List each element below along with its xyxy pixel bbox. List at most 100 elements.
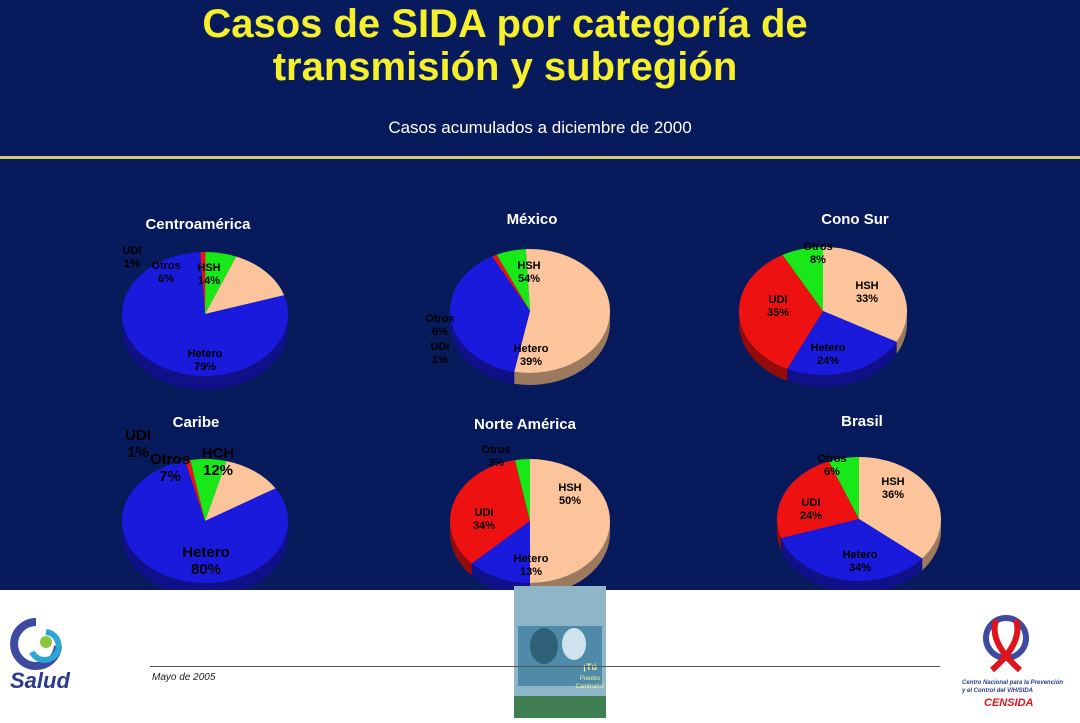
slice-value-otros: 3% bbox=[488, 457, 504, 469]
censida-name: CENSIDA bbox=[984, 697, 1034, 709]
pie-slice-udi bbox=[450, 460, 530, 564]
slice-value-hsh: 50% bbox=[559, 495, 581, 507]
slice-label-hetero: Hetero bbox=[843, 549, 878, 561]
pie-slice-otros bbox=[782, 247, 823, 311]
pie-chart-title: Brasil bbox=[841, 413, 883, 430]
pie-slice-hetero bbox=[781, 519, 923, 581]
pie-side-udi bbox=[450, 521, 472, 576]
slice-value-otros: 7% bbox=[159, 468, 181, 485]
pie-slice-otros bbox=[496, 249, 530, 311]
slice-value-otros: 6% bbox=[158, 273, 174, 285]
slice-value-hsh: 14% bbox=[198, 275, 220, 287]
slice-label-otros: Otros bbox=[817, 453, 846, 465]
slice-label-hetero: Hetero bbox=[514, 343, 549, 355]
pie-side-hetero bbox=[787, 341, 897, 387]
poster-text-line2: Puedes bbox=[580, 676, 600, 682]
title-divider bbox=[0, 156, 1080, 159]
pie-chart-title: México bbox=[507, 211, 558, 228]
poster-text-line3: Cambiarlo! bbox=[575, 684, 604, 690]
footer-divider bbox=[150, 666, 940, 667]
pie-side-hsh bbox=[514, 311, 610, 385]
slice-value-otros: 6% bbox=[432, 326, 448, 338]
pie-side-hsh bbox=[530, 521, 610, 590]
slice-label-udi: UDI bbox=[769, 294, 788, 306]
pie-side-hetero bbox=[122, 314, 288, 390]
pie-slice-hetero bbox=[450, 256, 530, 372]
slice-value-udi: 1% bbox=[124, 258, 140, 270]
censida-logo: Centro Nacional para la Prevención y el … bbox=[960, 612, 1070, 712]
pie-side-hetero bbox=[450, 311, 515, 384]
pie-slice-otros bbox=[828, 457, 859, 519]
campaign-poster-image: ¡Tú Puedes Cambiarlo! bbox=[514, 586, 606, 718]
slice-value-hsh: 54% bbox=[518, 273, 540, 285]
pie-slice-hetero bbox=[471, 521, 530, 583]
pie-side-hetero bbox=[471, 563, 530, 590]
slice-label-hetero: Hetero bbox=[514, 553, 549, 565]
slice-value-hsh: 36% bbox=[882, 489, 904, 501]
pie-slice-hetero bbox=[787, 311, 897, 375]
slice-label-hsh: HSH bbox=[881, 476, 904, 488]
pie-slice-hsh bbox=[823, 247, 907, 342]
slide-subtitle: Casos acumulados a diciembre de 2000 bbox=[388, 118, 692, 137]
pie-slice-hsh bbox=[530, 459, 610, 583]
slice-value-hetero: 13% bbox=[520, 566, 542, 578]
slice-value-udi: 35% bbox=[767, 307, 789, 319]
slice-label-otros: Otros bbox=[425, 313, 454, 325]
slide-title-line1: Casos de SIDA por categoría de bbox=[202, 2, 808, 46]
pie-slice-otros bbox=[515, 459, 530, 521]
slice-label-hetero: Hetero bbox=[182, 544, 230, 561]
pie-side-udi bbox=[739, 311, 788, 381]
slice-label-hch: HCH bbox=[202, 445, 235, 462]
poster-text-line1: ¡Tú bbox=[583, 662, 597, 672]
slice-value-hetero: 24% bbox=[817, 355, 839, 367]
censida-text-line1: Centro Nacional para la Prevención bbox=[962, 680, 1063, 686]
pie-slice-hsh bbox=[514, 249, 610, 373]
pie-slice-hsh bbox=[859, 457, 942, 559]
pie-chart-title: Norte América bbox=[474, 416, 577, 433]
slice-value-otros: 8% bbox=[810, 254, 826, 266]
pie-chart-title: Centroamérica bbox=[145, 216, 251, 233]
pie-side-hsh bbox=[896, 311, 907, 354]
slice-value-hetero: 80% bbox=[191, 561, 221, 578]
slice-value-hsh: 33% bbox=[856, 293, 878, 305]
slice-label-udi: UDI bbox=[475, 507, 494, 519]
slice-value-udi: 1% bbox=[432, 354, 448, 366]
pie-slice-udi bbox=[776, 461, 859, 539]
pie-side-hsh bbox=[922, 519, 941, 571]
slice-label-hsh: HSH bbox=[517, 260, 540, 272]
pie-slice-hch bbox=[205, 461, 276, 521]
slice-label-otros: Otros bbox=[803, 241, 832, 253]
slide-title-line2: transmisión y subregión bbox=[272, 45, 738, 89]
slide-title: Casos de SIDA por categoría de transmisi… bbox=[0, 3, 1010, 89]
censida-text-line2: y el Control del VIH/SIDA bbox=[961, 688, 1033, 694]
pie-slice-otros bbox=[190, 458, 227, 521]
slice-label-hsh: HSH bbox=[197, 262, 220, 274]
slice-value-otros: 6% bbox=[824, 466, 840, 478]
slice-label-udi: UDI bbox=[431, 341, 450, 353]
slice-value-udi: 34% bbox=[473, 520, 495, 532]
pie-slice-hsh bbox=[205, 256, 285, 314]
pie-slice-udi bbox=[738, 254, 823, 369]
slice-label-otros: Otros bbox=[151, 260, 180, 272]
slice-value-hetero: 39% bbox=[520, 356, 542, 368]
slice-value-hch: 12% bbox=[203, 462, 233, 479]
slice-label-otros: Otros bbox=[481, 444, 510, 456]
pie-chart-title: Cono Sur bbox=[821, 211, 889, 228]
pie-slice-hetero bbox=[121, 460, 288, 584]
slice-label-hetero: Hetero bbox=[188, 348, 223, 360]
pie-slice-udi bbox=[185, 459, 205, 521]
slice-value-hetero: 79% bbox=[194, 361, 216, 373]
slice-label-udi: UDI bbox=[123, 245, 142, 257]
slice-label-hsh: HSH bbox=[558, 482, 581, 494]
pie-slice-udi bbox=[200, 252, 206, 314]
slice-value-hetero: 34% bbox=[849, 562, 871, 574]
slice-label-hsh: HSH bbox=[855, 280, 878, 292]
slice-label-otros: Otros bbox=[150, 451, 190, 468]
pie-side-hetero bbox=[781, 538, 923, 590]
salud-logo-text: Salud bbox=[10, 668, 70, 692]
